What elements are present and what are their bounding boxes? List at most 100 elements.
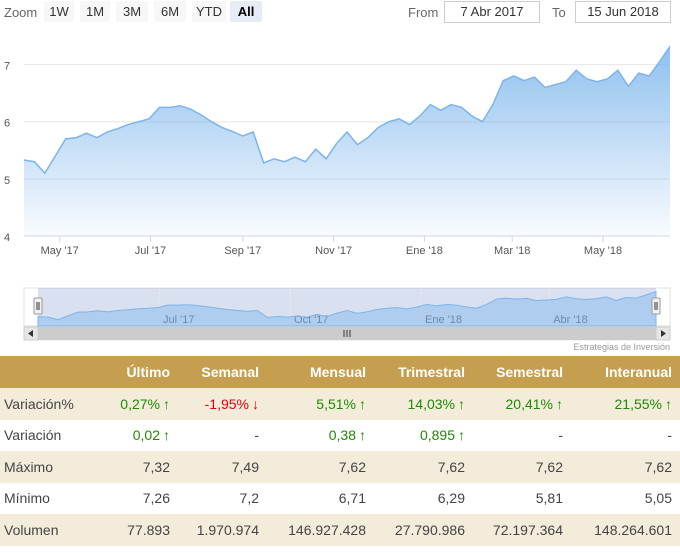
table-cell: 5,05	[571, 483, 680, 515]
table-cell: 7,2	[178, 483, 267, 515]
table-row: Mínimo 7,26 7,2 6,71 6,29 5,81 5,05	[0, 483, 680, 515]
to-date-input[interactable]: 15 Jun 2018	[575, 1, 671, 23]
table-row: Variación% 0,27% ↑ -1,95% ↓ 5,51% ↑ 14,03% ↑ 20,4…	[0, 388, 680, 420]
x-tick-label: May '17	[41, 245, 79, 257]
navigator-right-handle[interactable]	[651, 297, 661, 315]
cell-value: -1,95%	[204, 395, 249, 412]
cell-value: 5,81	[535, 490, 563, 507]
table-header-cell: Semestral	[473, 356, 571, 388]
row-label: Variación	[4, 427, 62, 444]
table-cell: 77.893	[100, 514, 178, 546]
cell-value: 77.893	[127, 521, 170, 538]
cell-value: 148.264.601	[594, 521, 672, 538]
zoom-3m-button[interactable]: 3M	[116, 1, 148, 22]
x-tick-label: Ene '18	[406, 245, 443, 257]
zoom-ytd-button[interactable]: YTD	[192, 1, 226, 22]
cell-value: 7,62	[338, 458, 366, 475]
table-header-cell: Mensual	[267, 356, 374, 388]
table-cell: 7,62	[571, 451, 680, 483]
arrow-up-icon: ↑	[163, 395, 170, 412]
table-row: Máximo 7,32 7,49 7,62 7,62 7,62 7,62	[0, 451, 680, 483]
stats-table: Último Semanal Mensual Trimestral Semest…	[0, 356, 680, 546]
table-cell: 0,38 ↑	[267, 420, 374, 452]
navigator-left-handle[interactable]	[33, 297, 43, 315]
arrow-up-icon: ↑	[556, 395, 563, 412]
y-tick-label: 6	[4, 118, 10, 130]
y-tick-label: 5	[4, 175, 10, 187]
table-header-cell: Último	[100, 356, 178, 388]
table-cell: -	[473, 420, 571, 452]
row-label: Máximo	[0, 451, 100, 483]
table-cell: 6,29	[374, 483, 473, 515]
cell-value: 7,62	[644, 458, 672, 475]
table-cell: 7,32	[100, 451, 178, 483]
range-selector: Zoom 1W 1M 3M 6M YTD All From 7 Abr 2017…	[0, 0, 680, 26]
y-axis: 4 5 6 7	[4, 61, 10, 244]
table-cell: 21,55% ↑	[571, 388, 680, 420]
table-cell: 7,49	[178, 451, 267, 483]
table-cell: 6,71	[267, 483, 374, 515]
table-cell: 0,27% ↑	[100, 388, 178, 420]
table-header-cell: Trimestral	[374, 356, 473, 388]
table-cell: 5,81	[473, 483, 571, 515]
table-cell: 72.197.364	[473, 514, 571, 546]
cell-value: -	[254, 427, 259, 444]
x-tick-label: Mar '18	[494, 245, 530, 257]
navigator-tick-label: Abr '18	[553, 314, 588, 326]
zoom-6m-button[interactable]: 6M	[154, 1, 186, 22]
x-tick-label: Jul '17	[135, 245, 166, 257]
row-label: Variación%	[0, 388, 100, 420]
table-cell: 0,895 ↑	[374, 420, 473, 452]
y-tick-label: 7	[4, 61, 10, 73]
navigator-selection[interactable]	[38, 288, 656, 326]
table-cell: 20,41% ↑	[473, 388, 571, 420]
table-cell: 5,51% ↑	[267, 388, 374, 420]
cell-value: 7,26	[142, 490, 170, 507]
price-line[interactable]	[23, 45, 671, 175]
cell-value: 0,38	[328, 427, 356, 444]
price-chart: 4 5 6 7 May '17 Jul '17 Sep '17 Nov '17 Ene '18…	[4, 45, 671, 341]
table-cell: 148.264.601	[571, 514, 680, 546]
table-cell: 146.927.428	[267, 514, 374, 546]
table-row: Volumen 77.893 1.970.974 146.927.428 27.790.…	[0, 514, 680, 546]
cell-value: -	[558, 427, 563, 444]
cell-value: 0,02	[132, 427, 160, 444]
table-cell: -	[571, 420, 680, 452]
table-cell: 14,03% ↑	[374, 388, 473, 420]
plot-area[interactable]	[23, 45, 671, 237]
arrow-up-icon: ↑	[665, 395, 672, 412]
x-tick-label: May '18	[584, 245, 622, 257]
table-header-cell	[0, 356, 100, 388]
zoom-1w-button[interactable]: 1W	[44, 1, 74, 22]
table-cell: 7,62	[473, 451, 571, 483]
from-date-input[interactable]: 7 Abr 2017	[444, 1, 540, 23]
to-label: To	[552, 5, 566, 20]
y-tick-label: 4	[4, 232, 10, 244]
arrow-up-icon: ↑	[163, 427, 170, 444]
navigator-tick-label: Jul '17	[163, 314, 194, 326]
row-label: Volumen	[0, 514, 100, 546]
cell-value: 7,32	[142, 458, 170, 475]
cell-value: 27.790.986	[394, 521, 465, 538]
navigator-tick-label: Ene '18	[425, 314, 462, 326]
navigator-background	[23, 287, 671, 327]
zoom-all-button[interactable]: All	[230, 1, 262, 22]
credits-text: Estrategias de Inversión	[573, 342, 670, 352]
table-cell: -1,95% ↓	[178, 388, 267, 420]
cell-value: 0,27%	[120, 395, 160, 412]
cell-value: 6,71	[338, 490, 366, 507]
zoom-1m-button[interactable]: 1M	[80, 1, 110, 22]
x-tick-label: Sep '17	[224, 245, 261, 257]
cell-value: 20,41%	[505, 395, 553, 412]
table-cell: 27.790.986	[374, 514, 473, 546]
cell-value: -	[667, 427, 672, 444]
from-label: From	[408, 5, 439, 20]
cell-value: 146.927.428	[288, 521, 366, 538]
cell-value: 5,05	[644, 490, 672, 507]
cell-value: 6,29	[437, 490, 465, 507]
arrow-down-icon: ↓	[252, 395, 259, 412]
cell-value: 7,62	[437, 458, 465, 475]
cell-value: 0,895	[419, 427, 455, 444]
navigator-series	[37, 290, 657, 327]
